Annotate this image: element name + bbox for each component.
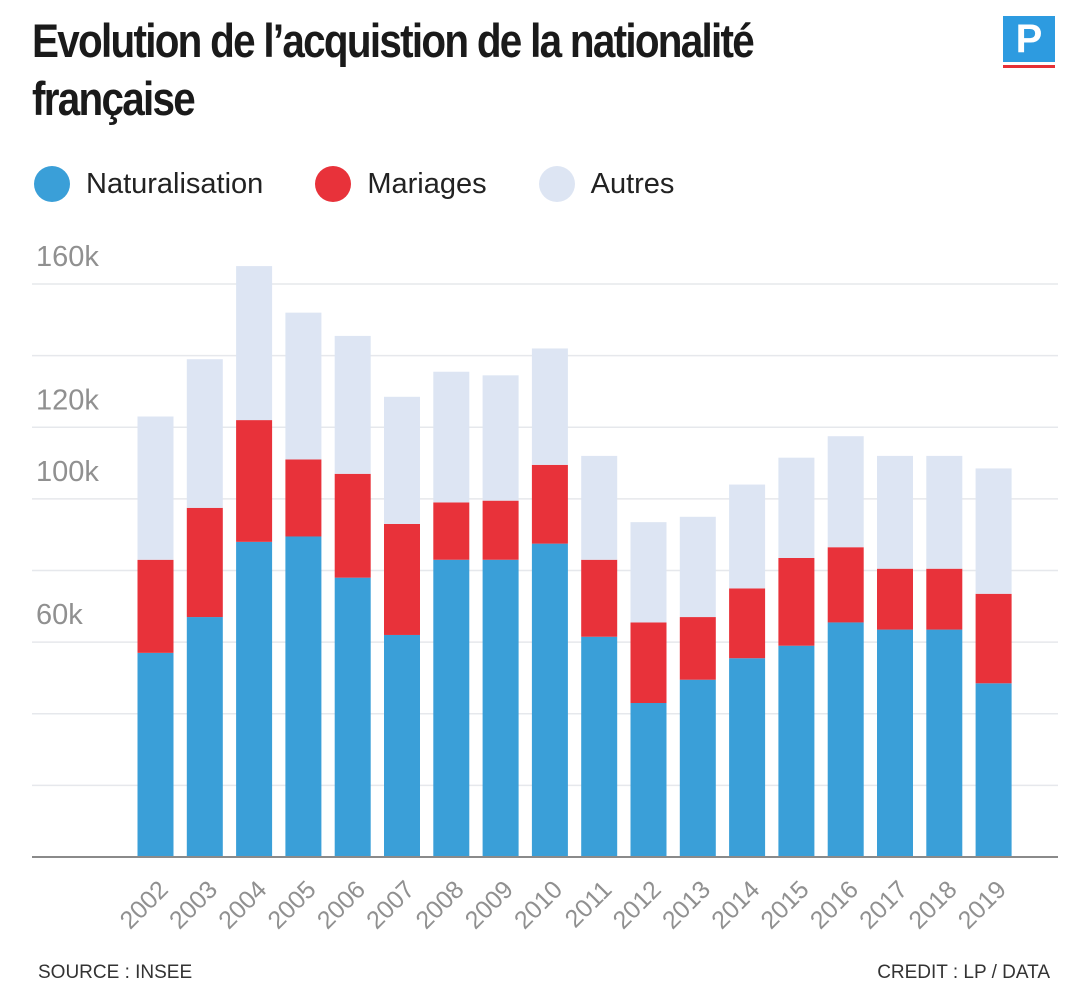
bar-naturalisation-2008 (433, 559, 470, 857)
bar-autres-2019 (975, 468, 1012, 594)
bar-autres-2008 (433, 371, 470, 503)
bar-mariages-2002 (137, 559, 174, 653)
bar-mariages-2005 (285, 459, 322, 537)
x-tick-label: 2004 (213, 875, 272, 934)
x-tick-label: 2015 (756, 875, 815, 934)
x-tick-label: 2002 (115, 875, 174, 934)
bar-autres-2009 (482, 375, 519, 501)
bar-mariages-2008 (433, 502, 470, 560)
bar-autres-2004 (236, 266, 273, 421)
legend: Naturalisation Mariages Autres (34, 164, 726, 204)
bar-mariages-2009 (482, 500, 519, 560)
bar-mariages-2012 (630, 622, 667, 704)
bar-naturalisation-2017 (877, 629, 913, 857)
x-tick-label: 2014 (706, 875, 765, 934)
legend-label-naturalisation: Naturalisation (86, 167, 264, 200)
bar-mariages-2010 (531, 464, 568, 544)
x-tick-label: 2018 (903, 875, 962, 934)
bar-autres-2013 (679, 516, 716, 618)
legend-item-mariages: Mariages (315, 166, 487, 202)
legend-label-autres: Autres (590, 167, 675, 200)
bar-mariages-2004 (236, 420, 273, 542)
bar-naturalisation-2006 (334, 577, 371, 857)
bar-mariages-2017 (877, 568, 913, 630)
bar-naturalisation-2012 (630, 703, 667, 857)
bar-autres-2017 (877, 455, 913, 569)
legend-item-naturalisation: Naturalisation (34, 166, 263, 202)
bar-naturalisation-2009 (482, 559, 519, 857)
bar-mariages-2015 (778, 557, 815, 646)
bar-naturalisation-2018 (926, 629, 963, 857)
bar-mariages-2006 (334, 473, 371, 578)
bar-autres-2011 (581, 455, 618, 560)
x-tick-label: 2003 (164, 875, 223, 934)
bar-mariages-2007 (384, 523, 420, 635)
y-tick-label: 160k (36, 241, 99, 273)
bar-naturalisation-2014 (729, 658, 766, 857)
bar-autres-2015 (778, 457, 815, 558)
credit-note: CREDIT : LP / DATA (877, 962, 1050, 983)
logo-letter: P (1003, 16, 1055, 62)
bar-autres-2003 (186, 359, 223, 508)
x-tick-label: 2011 (560, 875, 618, 933)
x-tick-label: 2016 (805, 875, 864, 934)
bar-mariages-2011 (581, 559, 618, 637)
bar-autres-2018 (926, 455, 963, 569)
x-tick-label: 2007 (361, 875, 420, 934)
logo-underline (1003, 65, 1055, 68)
bar-mariages-2013 (679, 617, 716, 680)
x-tick-label: 2013 (657, 875, 716, 934)
publisher-logo: P (1003, 16, 1055, 70)
y-tick-label: 100k (36, 456, 99, 488)
legend-swatch-mariages (315, 166, 352, 202)
bar-naturalisation-2013 (679, 679, 716, 857)
chart-title: Evolution de l’acquistion de la national… (32, 14, 755, 125)
x-tick-label: 2005 (263, 875, 322, 934)
stacked-bar-chart: 60k100k120k160k2002200320042005200620072… (32, 241, 1058, 935)
bar-naturalisation-2004 (236, 541, 273, 857)
x-tick-label: 2009 (460, 875, 519, 934)
bar-naturalisation-2010 (531, 543, 568, 857)
source-note: SOURCE : INSEE (38, 962, 193, 983)
bar-naturalisation-2005 (285, 536, 322, 857)
x-tick-label: 2006 (312, 875, 371, 934)
bar-naturalisation-2002 (137, 652, 174, 857)
bar-autres-2005 (285, 312, 322, 460)
bar-naturalisation-2007 (384, 634, 420, 857)
bar-mariages-2016 (827, 547, 864, 623)
bar-naturalisation-2019 (975, 683, 1012, 857)
x-tick-label: 2012 (608, 875, 667, 934)
bar-naturalisation-2003 (186, 617, 223, 857)
bar-mariages-2003 (186, 507, 223, 618)
bar-autres-2012 (630, 522, 667, 623)
bar-autres-2016 (827, 436, 864, 548)
x-tick-label: 2010 (509, 875, 568, 934)
bar-mariages-2014 (729, 588, 766, 659)
legend-item-autres: Autres (538, 166, 675, 202)
bar-naturalisation-2016 (827, 622, 864, 857)
x-tick-label: 2019 (953, 875, 1012, 934)
bar-autres-2006 (334, 335, 371, 474)
bar-mariages-2019 (975, 593, 1012, 684)
bar-naturalisation-2015 (778, 645, 815, 857)
legend-label-mariages: Mariages (367, 167, 487, 200)
bar-autres-2010 (531, 348, 568, 465)
x-tick-label: 2008 (410, 875, 469, 934)
bar-autres-2014 (729, 484, 766, 589)
legend-swatch-naturalisation (34, 166, 70, 202)
y-tick-label: 60k (36, 599, 83, 631)
legend-swatch-autres (538, 166, 575, 202)
bar-mariages-2018 (926, 568, 963, 630)
bar-autres-2002 (137, 416, 174, 560)
bar-autres-2007 (384, 396, 420, 524)
y-tick-label: 120k (36, 384, 99, 416)
x-tick-label: 2017 (854, 875, 913, 934)
bar-naturalisation-2011 (581, 636, 618, 857)
